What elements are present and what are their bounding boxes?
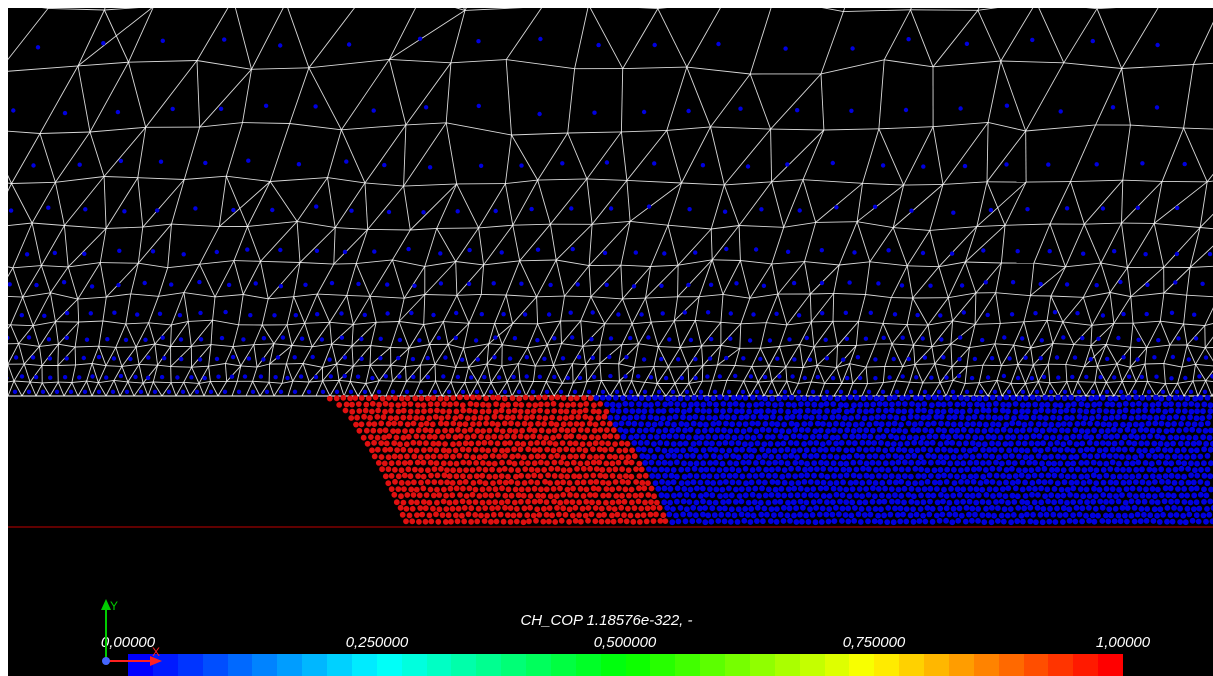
colormap-bar [128,654,1123,676]
colormap-band [327,654,352,676]
colormap-tick-1: 0,250000 [345,634,409,651]
colormap-band [973,654,999,676]
particle-block [326,394,1213,526]
colormap-band [948,654,974,676]
colormap-band [725,654,750,676]
colormap-band [202,654,228,676]
colormap-band [252,654,278,676]
colormap-band [277,654,303,676]
render-viewport[interactable] [8,8,1213,676]
colormap-band [501,654,526,676]
colormap-band [302,654,327,676]
x-axis-label: X [152,645,160,659]
colormap-tick-2: 0,500000 [593,634,657,651]
colormap-band [998,654,1024,676]
colormap-band [227,654,253,676]
colormap-band [600,654,626,676]
colormap-tick-0: 0,00000 [100,634,156,651]
colormap-band [550,654,576,676]
colormap-band [849,654,875,676]
colormap-band [1073,654,1099,676]
colormap-band [152,654,178,676]
colormap-band [351,654,377,676]
mesh-scene [8,8,1213,528]
colormap-title: CH_COP 1.18576e-322, - [520,612,693,629]
colormap-band [824,654,850,676]
colormap-band [675,654,701,676]
colormap-band [376,654,402,676]
colormap-band [874,654,900,676]
y-axis-label: Y [110,599,118,613]
mesh-lines [8,8,1213,397]
colormap-tick-3: 0,750000 [842,634,906,651]
axes-triad: Y X [101,599,162,666]
colormap-band [1023,654,1049,676]
y-axis-arrow [101,599,111,610]
colormap-band [1098,654,1123,676]
colormap-band [774,654,800,676]
colormap-band [526,654,551,676]
colormap-band [476,654,502,676]
colormap-band [625,654,651,676]
colormap-band [650,654,676,676]
colormap-band [899,654,924,676]
z-axis-icon [102,657,110,665]
colormap-band [177,654,203,676]
colormap-band [924,654,949,676]
colormap-band [128,654,153,676]
colormap-tick-4: 1,00000 [1095,634,1151,651]
colormap-band [426,654,452,676]
colormap-band [401,654,427,676]
x-axis-arrow [150,656,162,666]
colormap-band [799,654,825,676]
colormap-band [575,654,601,676]
colormap-band [451,654,477,676]
colormap-band [749,654,775,676]
colormap-band [700,654,725,676]
mesh-nodes [8,36,1213,394]
colormap-band [1048,654,1074,676]
